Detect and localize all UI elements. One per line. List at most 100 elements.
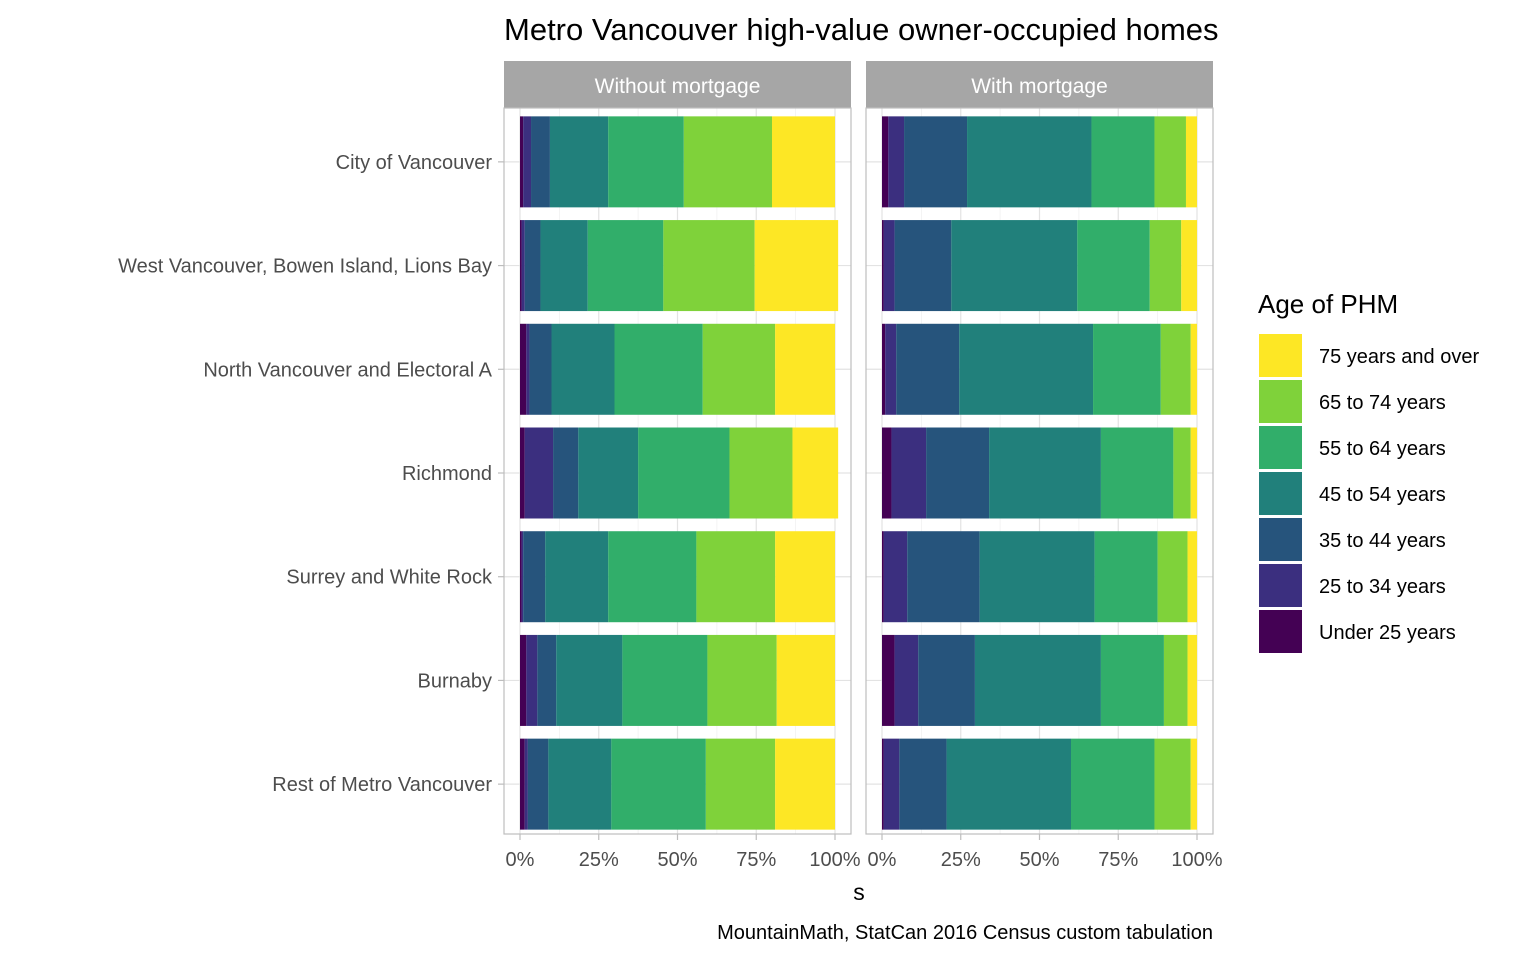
- bar-75-years-and-over-west-vancouver-bowen-island-lions-bay: [754, 220, 839, 312]
- x-tick-label: 50%: [1019, 849, 1059, 871]
- bar-45-to-54-years-west-vancouver-bowen-island-lions-bay: [540, 220, 588, 312]
- bar-65-to-74-years-west-vancouver-bowen-island-lions-bay: [1149, 220, 1182, 312]
- bar-45-to-54-years-rest-of-metro-vancouver: [548, 738, 612, 830]
- bar-75-years-and-over-city-of-vancouver: [1185, 116, 1197, 208]
- y-tick-label-city-of-vancouver: City of Vancouver: [336, 152, 493, 174]
- facet-strip-label: Without mortgage: [595, 75, 761, 98]
- bar-65-to-74-years-city-of-vancouver: [1154, 116, 1186, 208]
- bar-45-to-54-years-burnaby: [974, 634, 1101, 726]
- bar-55-to-64-years-surrey-and-white-rock: [1094, 531, 1158, 623]
- legend-label: 35 to 44 years: [1319, 530, 1446, 552]
- bar-75-years-and-over-rest-of-metro-vancouver: [1190, 738, 1197, 830]
- bar-65-to-74-years-richmond: [729, 427, 793, 519]
- bar-under-25-years-surrey-and-white-rock: [882, 531, 884, 623]
- legend-item-55-to-64-years: 55 to 64 years: [1259, 426, 1446, 469]
- bar-75-years-and-over-rest-of-metro-vancouver: [775, 738, 835, 830]
- bar-under-25-years-burnaby: [882, 634, 895, 726]
- bar-45-to-54-years-city-of-vancouver: [967, 116, 1092, 208]
- x-tick-label: 0%: [506, 849, 535, 871]
- bar-55-to-64-years-city-of-vancouver: [1091, 116, 1155, 208]
- legend-swatch: [1259, 518, 1302, 561]
- legend-item-75-years-and-over: 75 years and over: [1259, 334, 1479, 377]
- bar-25-to-34-years-burnaby: [526, 634, 538, 726]
- bar-55-to-64-years-north-vancouver-and-electoral-a: [614, 323, 703, 415]
- legend-label: 25 to 34 years: [1319, 576, 1446, 598]
- facet-strip: [866, 61, 1213, 108]
- bar-65-to-74-years-surrey-and-white-rock: [1157, 531, 1188, 623]
- bar-75-years-and-over-richmond: [1190, 427, 1197, 519]
- bar-25-to-34-years-burnaby: [894, 634, 919, 726]
- bar-35-to-44-years-richmond: [926, 427, 990, 519]
- bar-65-to-74-years-surrey-and-white-rock: [696, 531, 776, 623]
- bar-35-to-44-years-burnaby: [537, 634, 557, 726]
- x-axis-label: s: [853, 879, 865, 905]
- bar-25-to-34-years-surrey-and-white-rock: [883, 531, 908, 623]
- bar-45-to-54-years-richmond: [989, 427, 1101, 519]
- y-tick-label-west-vancouver-bowen-island-lions-bay: West Vancouver, Bowen Island, Lions Bay: [118, 256, 492, 278]
- bar-55-to-64-years-rest-of-metro-vancouver: [611, 738, 706, 830]
- bar-75-years-and-over-richmond: [792, 427, 839, 519]
- bar-65-to-74-years-west-vancouver-bowen-island-lions-bay: [663, 220, 755, 312]
- bar-75-years-and-over-west-vancouver-bowen-island-lions-bay: [1181, 220, 1197, 312]
- legend-item-45-to-54-years: 45 to 54 years: [1259, 472, 1446, 515]
- bar-45-to-54-years-north-vancouver-and-electoral-a: [959, 323, 1094, 415]
- bar-65-to-74-years-burnaby: [1163, 634, 1188, 726]
- facet-strip: [504, 61, 851, 108]
- legend-label: 65 to 74 years: [1319, 392, 1446, 414]
- bar-45-to-54-years-north-vancouver-and-electoral-a: [551, 323, 615, 415]
- chart-caption: MountainMath, StatCan 2016 Census custom…: [717, 922, 1213, 944]
- y-tick-label-burnaby: Burnaby: [418, 670, 493, 692]
- bar-25-to-34-years-richmond: [891, 427, 927, 519]
- bar-35-to-44-years-city-of-vancouver: [531, 116, 550, 208]
- bar-45-to-54-years-surrey-and-white-rock: [979, 531, 1095, 623]
- bar-under-25-years-city-of-vancouver: [882, 116, 889, 208]
- x-tick-label: 75%: [1098, 849, 1138, 871]
- legend-label: 75 years and over: [1319, 346, 1479, 368]
- legend-swatch: [1259, 380, 1302, 423]
- bar-75-years-and-over-surrey-and-white-rock: [1187, 531, 1197, 623]
- legend-swatch: [1259, 426, 1302, 469]
- bar-55-to-64-years-rest-of-metro-vancouver: [1071, 738, 1155, 830]
- bar-55-to-64-years-surrey-and-white-rock: [608, 531, 697, 623]
- bar-35-to-44-years-surrey-and-white-rock: [907, 531, 980, 623]
- bar-65-to-74-years-north-vancouver-and-electoral-a: [1160, 323, 1191, 415]
- y-tick-label-rest-of-metro-vancouver: Rest of Metro Vancouver: [272, 774, 492, 796]
- bar-35-to-44-years-richmond: [553, 427, 579, 519]
- bar-35-to-44-years-surrey-and-white-rock: [523, 531, 546, 623]
- bar-35-to-44-years-west-vancouver-bowen-island-lions-bay: [524, 220, 541, 312]
- bar-45-to-54-years-burnaby: [556, 634, 623, 726]
- bar-65-to-74-years-rest-of-metro-vancouver: [1154, 738, 1191, 830]
- legend-swatch: [1259, 472, 1302, 515]
- bar-75-years-and-over-surrey-and-white-rock: [775, 531, 835, 623]
- bar-under-25-years-burnaby: [520, 634, 527, 726]
- legend-item-25-to-34-years: 25 to 34 years: [1259, 564, 1446, 607]
- bar-25-to-34-years-city-of-vancouver: [888, 116, 905, 208]
- facet-strip-label: With mortgage: [971, 75, 1108, 98]
- bar-75-years-and-over-city-of-vancouver: [772, 116, 835, 208]
- bar-35-to-44-years-rest-of-metro-vancouver: [899, 738, 947, 830]
- legend-item-35-to-44-years: 35 to 44 years: [1259, 518, 1446, 561]
- bar-25-to-34-years-west-vancouver-bowen-island-lions-bay: [521, 220, 525, 312]
- bar-75-years-and-over-burnaby: [1187, 634, 1197, 726]
- bar-under-25-years-west-vancouver-bowen-island-lions-bay: [520, 220, 522, 312]
- facet-panel-without-mortgage: Without mortgage 0% 25% 50% 75% 100%: [503, 61, 861, 871]
- bar-25-to-34-years-rest-of-metro-vancouver: [524, 738, 528, 830]
- x-tick-label: 100%: [1171, 849, 1222, 871]
- bar-75-years-and-over-north-vancouver-and-electoral-a: [1190, 323, 1197, 415]
- bar-25-to-34-years-west-vancouver-bowen-island-lions-bay: [883, 220, 895, 312]
- x-tick-label: 0%: [868, 849, 897, 871]
- bar-under-25-years-north-vancouver-and-electoral-a: [882, 323, 886, 415]
- y-tick-label-surrey-and-white-rock: Surrey and White Rock: [286, 567, 493, 589]
- legend-swatch: [1259, 334, 1302, 377]
- x-tick-label: 25%: [941, 849, 981, 871]
- bar-under-25-years-rest-of-metro-vancouver: [520, 738, 525, 830]
- legend-item-65-to-74-years: 65 to 74 years: [1259, 380, 1446, 423]
- bar-65-to-74-years-city-of-vancouver: [683, 116, 772, 208]
- bar-55-to-64-years-richmond: [638, 427, 730, 519]
- bar-25-to-34-years-richmond: [524, 427, 554, 519]
- bar-65-to-74-years-burnaby: [707, 634, 777, 726]
- bar-45-to-54-years-richmond: [578, 427, 639, 519]
- bar-under-25-years-west-vancouver-bowen-island-lions-bay: [882, 220, 884, 312]
